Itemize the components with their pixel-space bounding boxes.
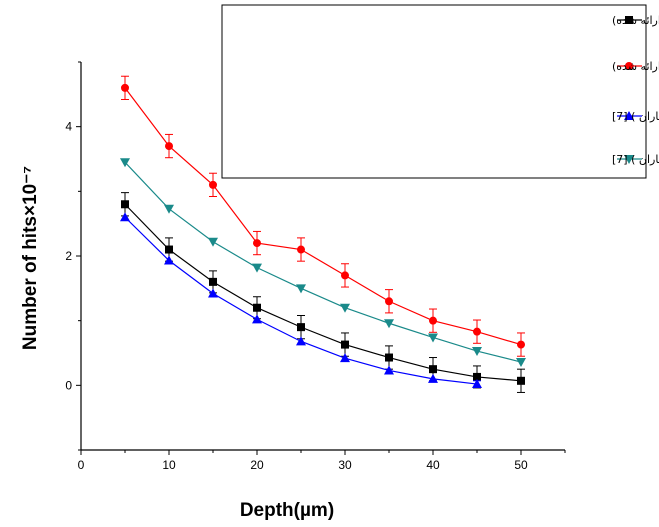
data-point — [296, 336, 306, 346]
data-point — [252, 314, 262, 324]
data-point — [121, 200, 129, 209]
legend-marker — [625, 62, 633, 70]
legend-item: تعداد برخورد ناشی از آلفاهای 218Po ( محا… — [612, 59, 659, 73]
series-4 — [120, 158, 526, 368]
data-point — [429, 365, 437, 374]
series-1 — [121, 192, 525, 393]
legend-marker — [624, 155, 634, 164]
series-2 — [121, 75, 525, 357]
data-point — [517, 376, 525, 385]
data-point — [428, 333, 438, 343]
x-tick-label: 30 — [338, 458, 352, 472]
data-point — [473, 327, 481, 336]
data-point — [208, 288, 218, 298]
data-point — [429, 316, 437, 325]
data-point — [384, 319, 394, 329]
data-point — [341, 340, 349, 349]
data-point — [517, 340, 525, 349]
data-point — [164, 255, 174, 265]
series-3 — [120, 212, 482, 389]
series-line — [124, 161, 522, 363]
data-point — [385, 297, 393, 306]
x-tick-label: 20 — [250, 458, 264, 472]
axes: 0 10 20 30 40 50 0 2 4 — [65, 61, 566, 472]
series-layer — [120, 75, 526, 393]
data-point — [472, 379, 482, 389]
data-point — [297, 323, 305, 332]
data-point — [340, 353, 350, 363]
legend-marker — [625, 16, 633, 24]
data-point — [516, 358, 526, 368]
data-point — [428, 373, 438, 383]
data-point — [164, 204, 174, 214]
data-point — [252, 263, 262, 273]
data-point — [297, 245, 305, 254]
data-point — [165, 142, 173, 151]
data-point — [209, 277, 217, 286]
y-tick-label: 4 — [65, 120, 72, 134]
series-line — [124, 203, 522, 382]
legend-label: تعداد برخورد ناشی از آلفاهای 218Po ( محا… — [612, 59, 659, 73]
data-point — [253, 239, 261, 248]
data-point — [340, 303, 350, 313]
data-point — [120, 212, 130, 222]
data-point — [341, 271, 349, 280]
legend: تعداد برخورد ناشی از آلفاهای 214Po ( محا… — [221, 4, 659, 179]
x-tick-label: 0 — [78, 458, 85, 472]
legend-item: تعداد برخورد ناشی از آلفاهای 214Po ( محا… — [612, 13, 659, 27]
data-point — [120, 158, 130, 168]
legend-label: تعداد برخورد ناشی از آلفاهای 218Po ( مدل… — [612, 152, 659, 166]
series-line — [124, 87, 522, 346]
legend-label: تعداد برخورد ناشی از آلفاهای 214Po ( محا… — [612, 13, 659, 27]
data-point — [384, 365, 394, 375]
y-axis-title: Number of hits×10⁻⁷ — [20, 166, 41, 350]
y-tick-label: 0 — [65, 378, 72, 392]
data-point — [472, 347, 482, 357]
data-point — [121, 83, 129, 92]
legend-item: تعداد برخورد ناشی از آلفاهای 218Po ( مدل… — [612, 152, 659, 166]
legend-label: تعداد برخورد ناشی از آلفاهای 214Po ( مدل… — [612, 109, 659, 123]
data-point — [385, 353, 393, 362]
legend-item: تعداد برخورد ناشی از آلفاهای 214Po ( مدل… — [612, 109, 659, 123]
data-point — [296, 284, 306, 294]
data-point — [165, 245, 173, 254]
data-point — [209, 180, 217, 189]
data-point — [208, 237, 218, 247]
y-tick-label: 2 — [65, 249, 72, 263]
x-tick-label: 10 — [162, 458, 176, 472]
x-tick-label: 50 — [514, 458, 528, 472]
data-point — [253, 303, 261, 312]
x-axis-title: Depth(µm) — [240, 500, 334, 521]
legend-box — [221, 4, 647, 179]
data-point — [473, 372, 481, 381]
legend-marker — [624, 111, 634, 120]
x-tick-label: 40 — [426, 458, 440, 472]
